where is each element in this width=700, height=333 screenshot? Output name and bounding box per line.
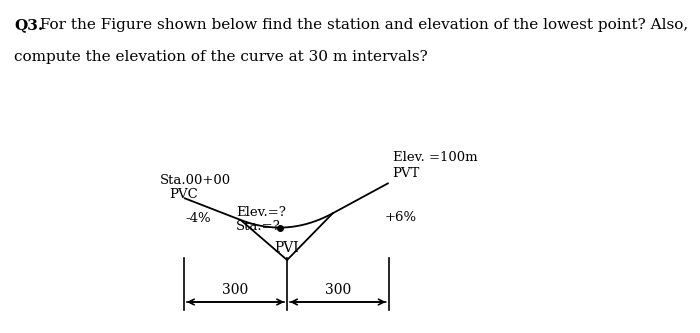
Text: -4%: -4% xyxy=(186,212,211,225)
Text: For the Figure shown below find the station and elevation of the lowest point? A: For the Figure shown below find the stat… xyxy=(35,18,688,32)
Text: Q3.: Q3. xyxy=(14,18,43,32)
Text: PVI: PVI xyxy=(275,241,300,255)
Text: +6%: +6% xyxy=(384,211,416,224)
Text: Elev. =100m: Elev. =100m xyxy=(393,151,477,164)
Text: Elev.=?: Elev.=? xyxy=(236,205,286,218)
Text: 300: 300 xyxy=(223,283,248,297)
Text: 300: 300 xyxy=(325,283,351,297)
Text: compute the elevation of the curve at 30 m intervals?: compute the elevation of the curve at 30… xyxy=(14,50,428,64)
Text: Sta.=?: Sta.=? xyxy=(236,219,281,232)
Text: PVT: PVT xyxy=(393,167,420,180)
Text: Sta.00+00: Sta.00+00 xyxy=(160,174,231,187)
Text: PVC: PVC xyxy=(169,188,199,201)
